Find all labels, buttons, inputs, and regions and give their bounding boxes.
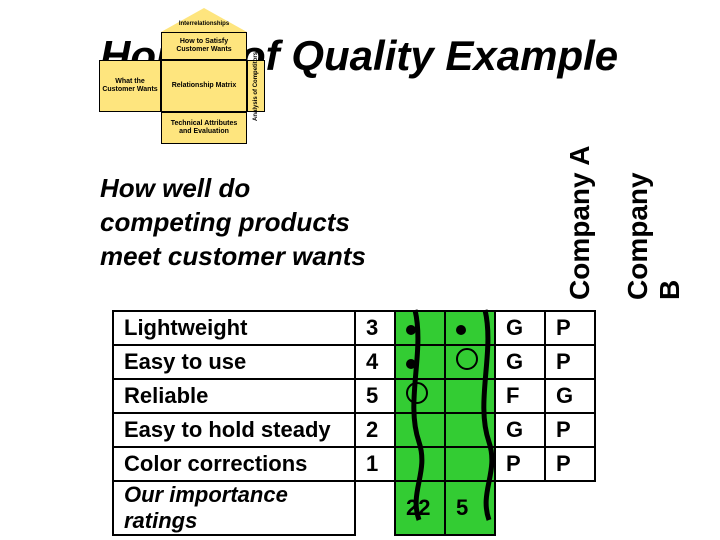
footer-blank-a (495, 481, 545, 535)
sym2-cell (445, 447, 495, 481)
sym1-cell (395, 447, 445, 481)
num-cell: 3 (355, 311, 395, 345)
rating-a: F (495, 379, 545, 413)
label-company-a: Company A (564, 145, 596, 300)
footer-blank (355, 481, 395, 535)
comparison-table: Lightweight3GPEasy to use4GPReliable5FGE… (112, 310, 596, 536)
table-row: Easy to use4 GP (113, 345, 595, 379)
num-cell: 1 (355, 447, 395, 481)
rating-b: P (545, 447, 595, 481)
footer-v2: 5 (445, 481, 495, 535)
table-row: Color corrections1 PP (113, 447, 595, 481)
footer-row: Our importance ratings 225 (113, 481, 595, 535)
sym1-cell (395, 379, 445, 413)
rating-a: P (495, 447, 545, 481)
table-row: Reliable5 FG (113, 379, 595, 413)
sym2-cell (445, 379, 495, 413)
table-row: Lightweight3 GP (113, 311, 595, 345)
rating-b: P (545, 345, 595, 379)
sym1-cell (395, 345, 445, 379)
rating-b: P (545, 413, 595, 447)
footer-v1: 22 (395, 481, 445, 535)
num-cell: 2 (355, 413, 395, 447)
hoq-roof (161, 8, 247, 32)
attr-cell: Reliable (113, 379, 355, 413)
footer-label: Our importance ratings (113, 481, 355, 535)
rating-b: P (545, 311, 595, 345)
num-cell: 5 (355, 379, 395, 413)
attr-cell: Easy to hold steady (113, 413, 355, 447)
label-company-b: Company B (622, 172, 686, 300)
rating-a: G (495, 311, 545, 345)
question-text: How well docompeting productsmeet custom… (100, 172, 366, 273)
rating-a: G (495, 345, 545, 379)
rating-b: G (545, 379, 595, 413)
hoq-rel: Relationship Matrix (161, 60, 247, 112)
sym1-cell (395, 413, 445, 447)
num-cell: 4 (355, 345, 395, 379)
attr-cell: Easy to use (113, 345, 355, 379)
attr-cell: Color corrections (113, 447, 355, 481)
hoq-how: How to Satisfy Customer Wants (161, 32, 247, 60)
sym2-cell (445, 413, 495, 447)
table-row: Easy to hold steady2 GP (113, 413, 595, 447)
attr-cell: Lightweight (113, 311, 355, 345)
sym1-cell (395, 311, 445, 345)
hoq-roof-label: Interrelationships (167, 21, 241, 27)
sym2-cell (445, 345, 495, 379)
footer-blank-b (545, 481, 595, 535)
rating-a: G (495, 413, 545, 447)
sym2-cell (445, 311, 495, 345)
hoq-tech: Technical Attributes and Evaluation (161, 112, 247, 144)
hoq-what: What the Customer Wants (99, 60, 161, 112)
hoq-comp: Analysis of Competitors (247, 60, 265, 112)
